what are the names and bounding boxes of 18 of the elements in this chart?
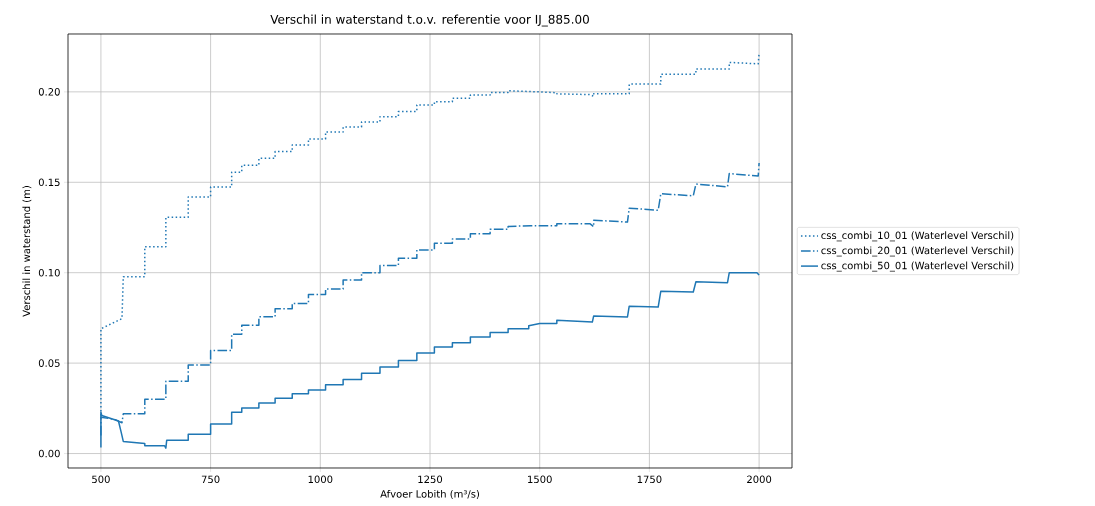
y-tick-label: 0.00	[38, 449, 60, 458]
x-tick-label: 1250	[418, 475, 443, 484]
y-tick-label: 0.20	[38, 88, 60, 96]
legend-label: css_combi_10_01 (Waterlevel Verschil)	[821, 231, 1014, 242]
x-tick-label: 500	[92, 475, 110, 484]
y-tick-label: 0.15	[38, 178, 60, 187]
x-tick-label: 1500	[528, 475, 552, 484]
x-tick-label: 2000	[747, 475, 772, 484]
y-axis-title: Verschil in waterstand (m)	[22, 186, 32, 317]
legend-label: css_combi_20_01 (Waterlevel Verschil)	[821, 246, 1014, 257]
chart-title: Verschil in waterstand t.o.v. referentie voor IJ_885.00	[270, 14, 589, 27]
x-axis-title: Afvoer Lobith (m³/s)	[380, 489, 479, 499]
y-tick-label: 0.10	[38, 268, 60, 277]
legend-label: css_combi_50_01 (Waterlevel Verschil)	[821, 261, 1014, 272]
y-tick-label: 0.05	[38, 359, 60, 367]
x-tick-label: 1750	[637, 475, 662, 484]
x-tick-label: 750	[201, 475, 220, 484]
x-tick-label: 1000	[308, 475, 333, 484]
